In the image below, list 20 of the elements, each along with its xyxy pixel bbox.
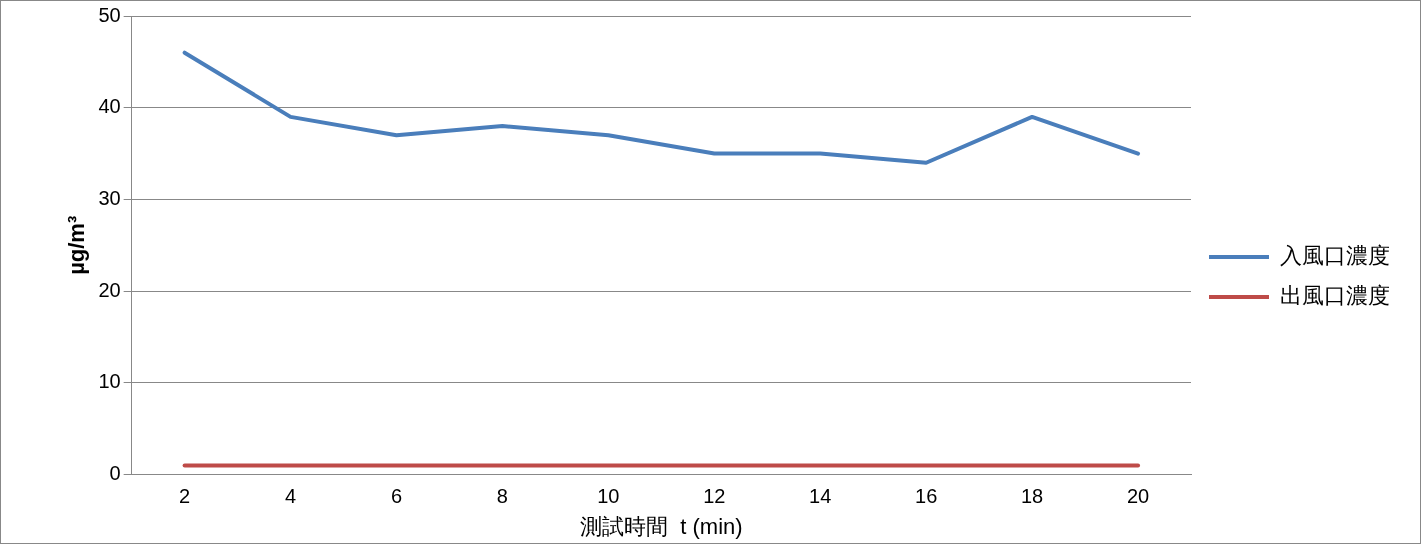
y-tick-label: 0 [109,462,121,485]
x-tick-label: 2 [179,485,191,508]
x-tick-label: 4 [284,485,297,508]
x-tick-label: 18 [1020,485,1044,508]
y-tick-label: 50 [98,3,121,26]
x-tick-label: 10 [597,485,620,508]
x-axis-title: 測試時間 t (min) [580,513,743,539]
y-tick-label: 30 [98,186,121,209]
y-tick-label: 10 [98,370,121,393]
legend-label: 出風口濃度 [1280,283,1390,309]
x-tick-label: 8 [496,485,508,508]
x-tick-label: 12 [703,485,726,508]
x-tick-label: 6 [390,485,403,508]
x-tick-label: 16 [915,485,938,508]
y-axis-title: µg/m³ [64,215,90,275]
x-tick-label: 20 [1126,485,1150,508]
y-tick-label: 40 [98,95,121,118]
legend-label: 入風口濃度 [1280,243,1390,269]
y-tick-label: 20 [98,278,121,301]
x-tick-label: 14 [809,485,832,508]
